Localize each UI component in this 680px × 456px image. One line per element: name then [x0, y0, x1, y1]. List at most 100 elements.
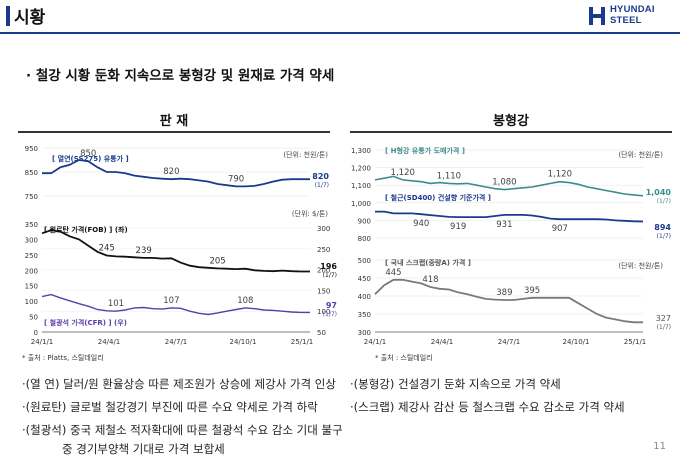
iron-ore-end-date: (1/7) — [323, 311, 337, 318]
section-rule-plate — [18, 131, 330, 133]
coal-value-label: 205 — [209, 256, 225, 266]
hot-rolled-legend: [ 열연(SS275) 유통가 ] — [52, 154, 129, 163]
x-tick-label: 24/7/1 — [498, 338, 521, 346]
x-tick-label: 24/7/1 — [165, 338, 188, 346]
rebar-legend: [ 철근(SD400) 건설향 기준가격 ] — [385, 193, 491, 202]
y-tick-label-left: 350 — [25, 221, 38, 229]
bar-section-unit-bottom: (단위: 천원/톤) — [618, 261, 663, 270]
headline: · 철강 시황 둔화 지속으로 봉형강 및 원재료 가격 약세 — [26, 68, 335, 84]
commentary-plate-item: ·(원료탄) 글로벌 철강경기 부진에 따른 수요 약세로 가격 하락 — [22, 400, 318, 414]
coal-line — [41, 229, 310, 273]
h-beam-end-date: (1/7) — [657, 198, 671, 205]
y-tick-label-left: 250 — [25, 252, 38, 260]
scrap-value-label: 389 — [496, 288, 512, 298]
h-beam-value-label: 1,120 — [391, 168, 415, 178]
y-tick-label-left: 200 — [25, 267, 38, 275]
rebar-value-label: 931 — [496, 220, 512, 230]
x-tick-label: 25/1/1 — [291, 338, 314, 346]
bar-section-source: * 출처 : 스틸데일리 — [375, 353, 433, 362]
y-tick-label-right: 150 — [317, 287, 330, 295]
hyundai-steel-logo: HYUNDAI STEEL — [588, 4, 668, 27]
y-tick-label: 450 — [358, 275, 371, 283]
scrap-end-value: 327 — [656, 314, 671, 323]
plate-source: * 출처 : Platts, 스틸데일리 — [22, 353, 104, 362]
logo-line2: STEEL — [610, 14, 642, 26]
coal-value-label: 245 — [99, 243, 115, 253]
plate-unit-mid: (단위: $/톤) — [292, 209, 328, 218]
h-beam-value-label: 1,110 — [437, 171, 461, 181]
rebar-end-date: (1/7) — [657, 233, 671, 240]
y-tick-label: 350 — [358, 311, 371, 319]
top-bar: 시황 HYUNDAI STEEL — [0, 0, 680, 32]
y-tick-label: 400 — [358, 293, 371, 301]
iron-ore-value-label: 107 — [163, 296, 179, 306]
commentary-plate-item: 중 경기부양책 기대로 가격 보합세 — [62, 442, 225, 456]
scrap-line — [374, 278, 643, 324]
y-tick-label-right: 50 — [317, 329, 326, 337]
y-tick-label: 800 — [358, 235, 371, 243]
x-tick-label: 24/4/1 — [98, 338, 121, 346]
rebar-line — [375, 210, 644, 223]
h-beam-value-label: 1,120 — [548, 170, 572, 180]
hot-rolled-value-label: 790 — [228, 174, 244, 184]
y-tick-label-left: 100 — [25, 298, 38, 306]
y-tick-label-left: 50 — [29, 314, 38, 322]
iron-ore-value-label: 108 — [237, 296, 253, 306]
x-tick-label: 24/4/1 — [431, 338, 454, 346]
hot-rolled-end-date: (1/7) — [315, 182, 329, 189]
page-title: 시황 — [14, 8, 46, 28]
scrap-legend: [ 국내 스크랩(중량A) 가격 ] — [385, 258, 471, 267]
x-tick-label: 24/1/1 — [364, 338, 387, 346]
y-tick-label-right: 250 — [317, 246, 330, 254]
y-tick-label-right: 300 — [317, 225, 330, 233]
y-tick-label: 1,300 — [351, 147, 371, 155]
section-heading-bar-section: 봉형강 — [493, 114, 529, 129]
h-beam-end-value: 1,040 — [646, 188, 672, 197]
y-tick-label: 750 — [25, 193, 38, 201]
commentary-plate-item: ·(열 연) 달러/원 환율상승 따른 제조원가 상승에 제강사 가격 인상 — [22, 377, 336, 391]
iron-ore-line — [41, 293, 310, 316]
y-tick-label-right: 200 — [317, 267, 330, 275]
hot-rolled-value-label: 850 — [80, 149, 96, 159]
hyundai-steel-logo-icon — [589, 7, 605, 25]
y-tick-label: 850 — [25, 169, 38, 177]
plate-unit-top: (단위: 천원/톤) — [283, 150, 328, 159]
h-beam-legend: [ H형강 유통가 도매가격 ] — [385, 146, 465, 155]
h-beam-line — [374, 175, 644, 197]
hot-rolled-end-value: 820 — [312, 172, 329, 181]
y-tick-label-left: 300 — [25, 236, 38, 244]
rebar-value-label: 907 — [552, 224, 568, 234]
bar-section-unit-top: (단위: 천원/톤) — [618, 150, 663, 159]
x-tick-label: 25/1/1 — [624, 338, 647, 346]
y-tick-label-left: 0 — [34, 329, 38, 337]
y-tick-label: 1,000 — [351, 200, 371, 208]
rebar-end-value: 894 — [654, 223, 671, 232]
y-tick-label: 1,100 — [351, 182, 371, 190]
hot-rolled-value-label: 820 — [163, 167, 179, 177]
y-tick-label-right: 100 — [317, 308, 330, 316]
title-accent-bar — [6, 6, 10, 26]
scrap-value-label: 395 — [524, 286, 540, 296]
section-rule-bar-section — [350, 131, 672, 133]
y-tick-label: 500 — [358, 257, 371, 265]
coal-value-label: 239 — [136, 246, 152, 256]
scrap-value-label: 445 — [385, 268, 401, 278]
h-beam-value-label: 1,080 — [492, 178, 516, 188]
iron-ore-value-label: 101 — [108, 299, 124, 309]
commentary-bar-section-item: ·(봉형강) 건설경기 둔화 지속으로 가격 약세 — [350, 377, 561, 391]
x-tick-label: 24/1/1 — [31, 338, 54, 346]
scrap-value-label: 418 — [422, 275, 438, 285]
y-tick-label: 900 — [358, 217, 371, 225]
coal-end-date: (1/7) — [323, 272, 337, 279]
coal-legend: [ 원료탄 가격(FOB) ] (좌) — [44, 225, 128, 234]
bar-section-chart: 800 900 1,000 1,100 1,200 1,300 300 350 400 450 50… — [351, 146, 672, 362]
y-tick-label: 1,200 — [351, 165, 371, 173]
iron-ore-legend: [ 철광석 가격(CFR) ] (우) — [44, 318, 127, 327]
coal-end-value: 196 — [320, 262, 337, 271]
commentary-plate-item: ·(철광석) 중국 제철소 적자확대에 따른 철광석 수요 감소 기대 불구 — [22, 423, 343, 437]
iron-ore-end-value: 97 — [326, 301, 337, 310]
logo-line1: HYUNDAI — [610, 4, 655, 15]
x-tick-label: 24/10/1 — [563, 338, 590, 346]
page-number: 11 — [653, 441, 666, 452]
rebar-value-label: 919 — [450, 222, 466, 232]
